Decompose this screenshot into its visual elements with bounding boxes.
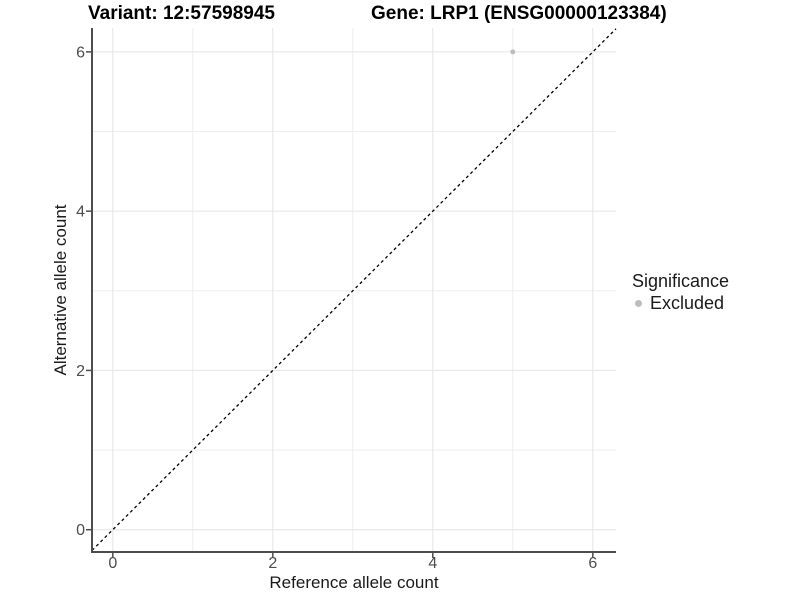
legend-title: Significance xyxy=(632,271,730,291)
y-tick-label: 4 xyxy=(76,204,85,221)
x-tick-label: 2 xyxy=(268,555,277,572)
x-tick-label: 6 xyxy=(588,555,597,572)
legend-item-excluded: Excluded xyxy=(630,293,729,313)
plot-title-gene: Gene: LRP1 (ENSG00000123384) xyxy=(371,3,667,24)
plot-title-variant: Variant: 12:57598945 xyxy=(88,3,275,24)
identity-line xyxy=(91,28,617,551)
y-tick-label: 0 xyxy=(76,522,85,539)
y-tick-label: 2 xyxy=(76,363,85,380)
y-axis-title: Alternative allele count xyxy=(51,204,70,376)
y-tick-label: 6 xyxy=(76,44,85,61)
x-axis-title: Reference allele count xyxy=(269,573,439,592)
legend: Significance Excluded xyxy=(630,271,729,313)
legend-item-label: Excluded xyxy=(650,293,725,313)
data-point xyxy=(510,49,516,55)
x-tick-label: 0 xyxy=(108,555,117,572)
legend-point-icon xyxy=(635,299,642,307)
x-tick-label: 4 xyxy=(428,555,437,572)
